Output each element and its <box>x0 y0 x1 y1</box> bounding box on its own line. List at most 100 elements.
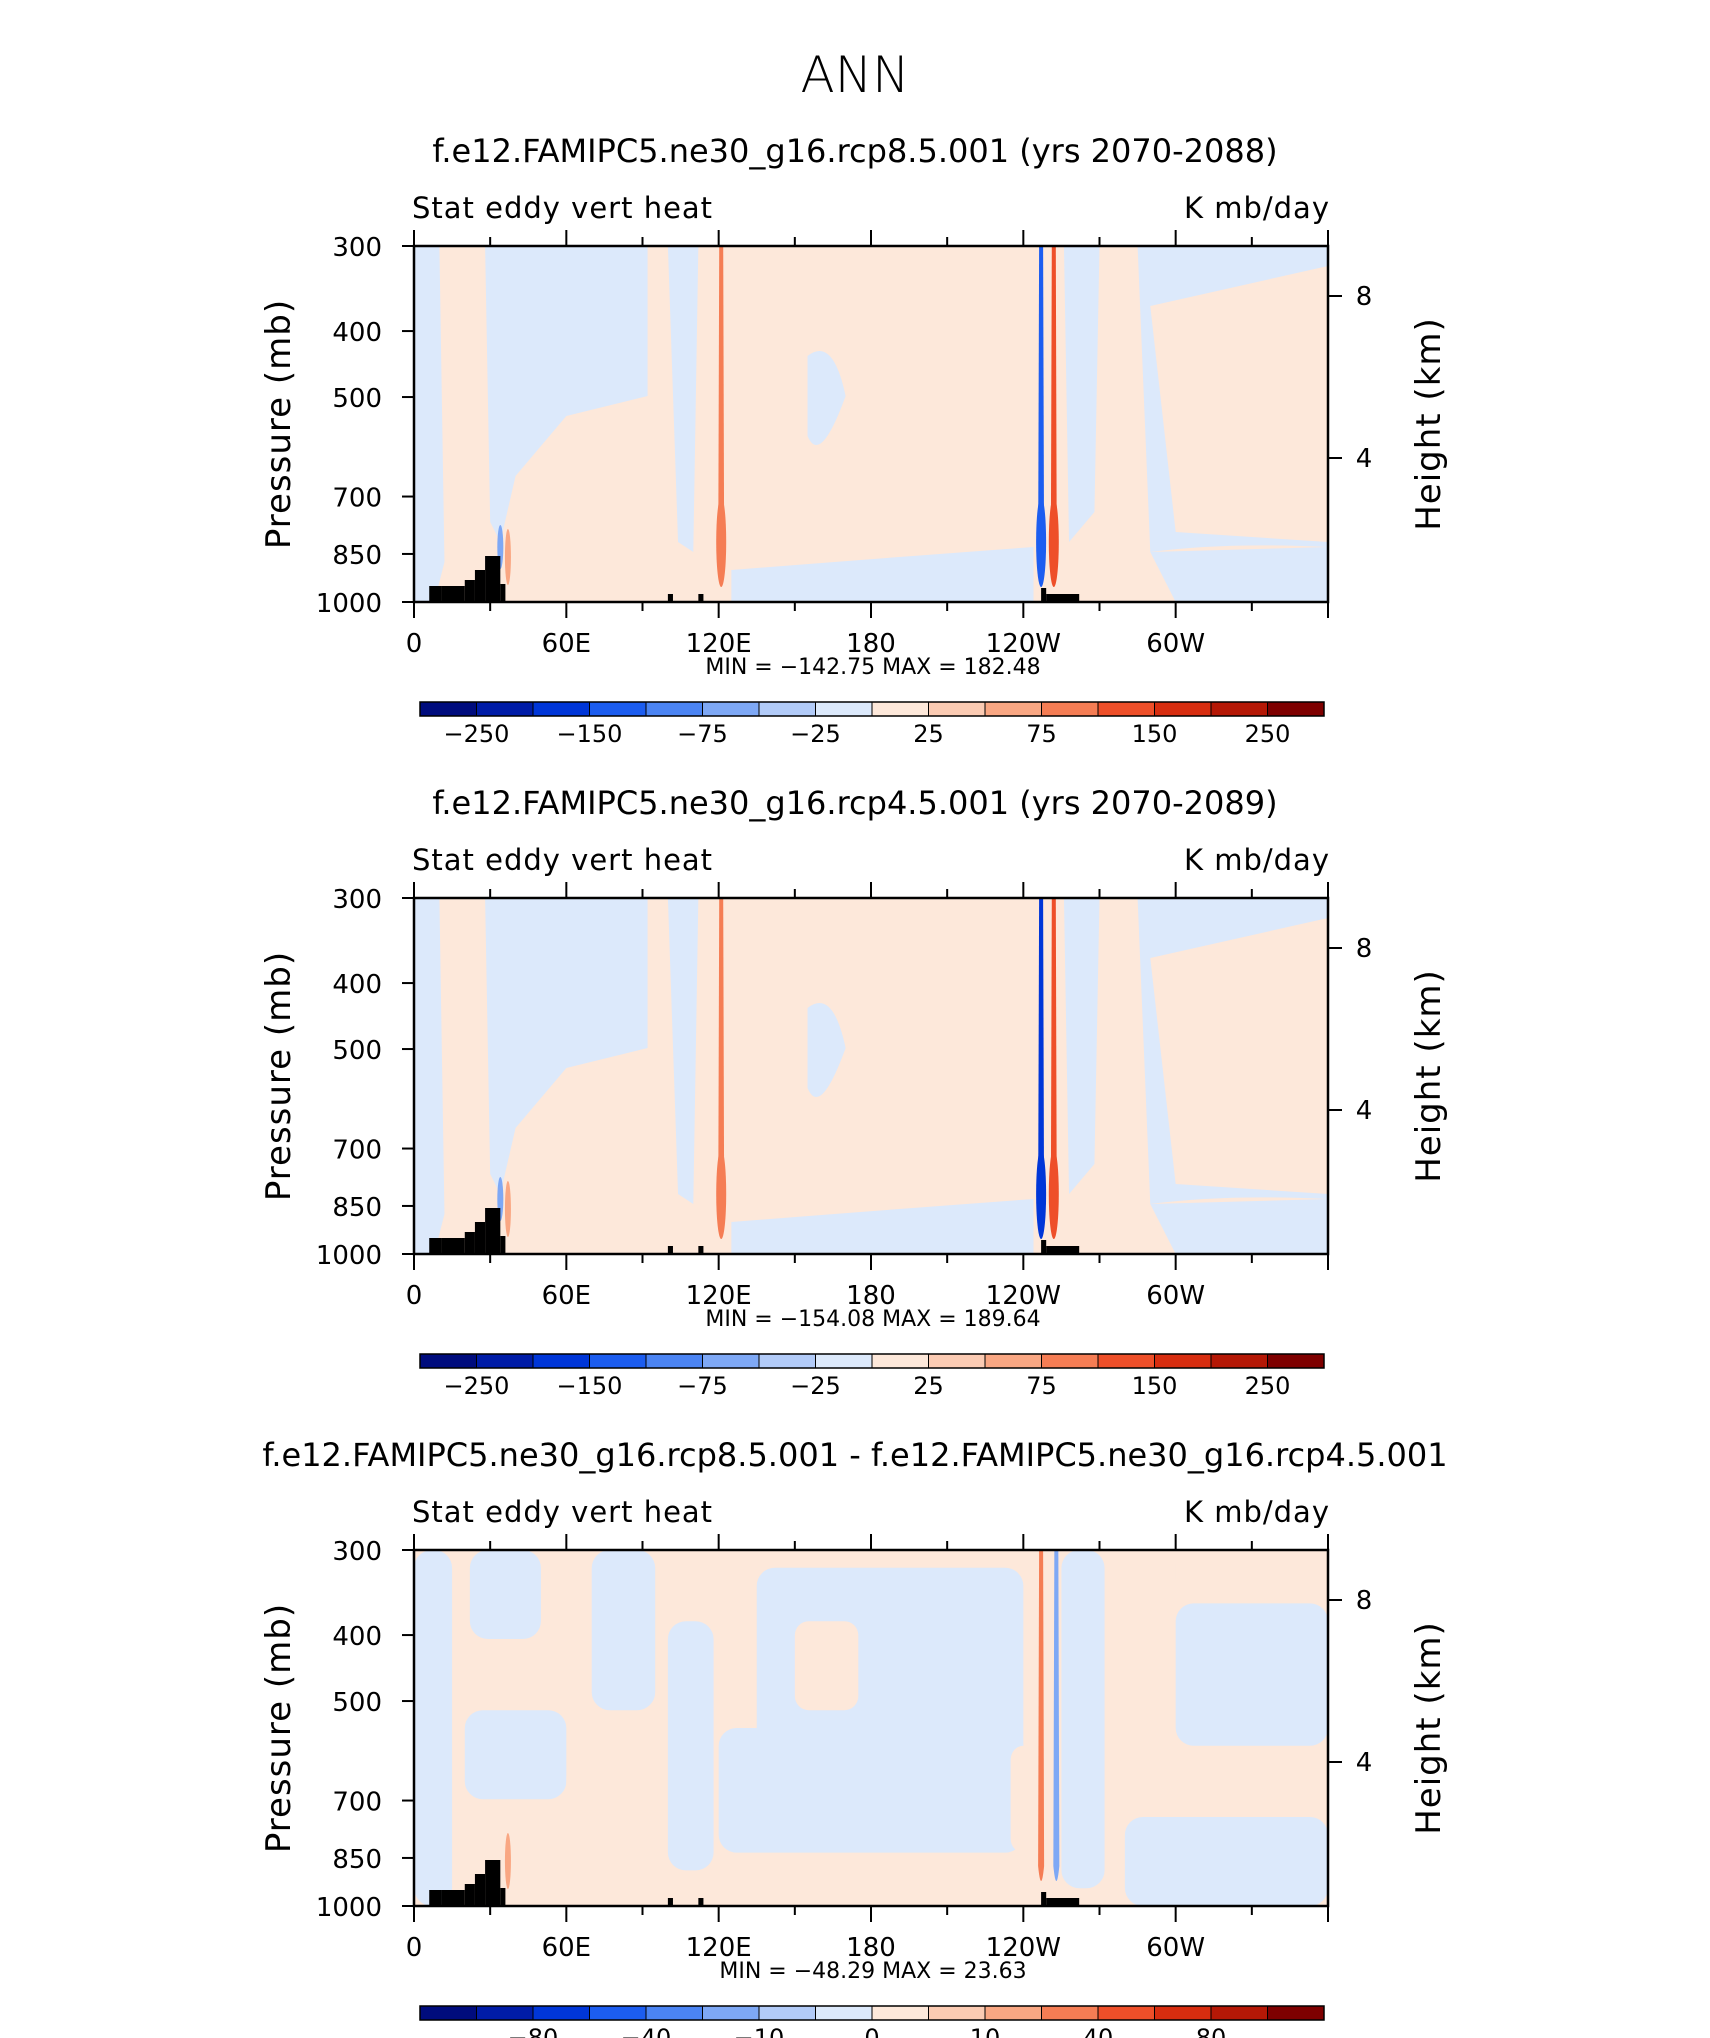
positive-region <box>566 1763 656 1835</box>
x-tick-label: 60E <box>542 629 592 659</box>
y-right-tick-label: 8 <box>1356 282 1373 312</box>
positive-region <box>794 1621 859 1711</box>
negative-region <box>485 898 648 1194</box>
minmax-label: MIN = −154.08 MAX = 189.64 <box>705 1307 1040 1332</box>
negative-region <box>667 246 699 552</box>
colorbar-swatch <box>1154 2005 1212 2021</box>
x-tick-label: 120E <box>686 629 752 659</box>
colorbar-label: −25 <box>790 720 841 748</box>
x-tick-label: 120W <box>986 629 1061 659</box>
land-mask <box>698 1246 704 1254</box>
colorbar-label: −75 <box>677 1372 728 1400</box>
colorbar-frame <box>419 1353 1325 1369</box>
negative-region <box>807 351 846 445</box>
land-mask <box>500 1236 506 1254</box>
colorbar-swatch <box>476 1353 534 1369</box>
y-axis-title: Pressure (mb) <box>259 1603 299 1853</box>
colorbar-label: 75 <box>1026 720 1057 748</box>
contour-band <box>1050 246 1057 577</box>
colorbar-label: 40 <box>1083 2024 1114 2038</box>
x-tick-label: 180 <box>846 1281 896 1311</box>
contour-band <box>1038 246 1045 577</box>
y-tick-label: 700 <box>332 484 382 514</box>
y-tick-label: 700 <box>332 1136 382 1166</box>
contour-core <box>716 1149 727 1239</box>
colorbar-swatch <box>702 2005 760 2021</box>
y-tick-label: 850 <box>332 1845 382 1875</box>
land-mask <box>464 580 475 602</box>
contour-field <box>414 1550 1328 1906</box>
colorbar-swatch <box>1210 2005 1268 2021</box>
x-tick-label: 180 <box>846 1933 896 1963</box>
colorbar-swatch <box>1154 1353 1212 1369</box>
colorbar-label: −250 <box>444 1372 510 1400</box>
y-right-tick-label: 8 <box>1356 934 1373 964</box>
contour-band <box>718 898 725 1229</box>
land-mask <box>698 594 704 602</box>
land-mask <box>464 1232 475 1254</box>
colorbar-swatch <box>645 701 703 717</box>
positive-region <box>1150 918 1328 1194</box>
colorbar-label: 250 <box>1245 1372 1291 1400</box>
negative-region <box>1175 1603 1328 1746</box>
x-tick-label: 120W <box>986 1933 1061 1963</box>
colorbar-frame <box>419 2005 1325 2021</box>
land-mask <box>1041 1240 1047 1254</box>
colorbar-label: −150 <box>557 1372 623 1400</box>
positive-region <box>1175 1550 1328 1593</box>
land-mask <box>485 1208 501 1254</box>
colorbar-swatch <box>871 2005 929 2021</box>
colorbar-swatch <box>758 701 816 717</box>
land-mask <box>500 1888 506 1906</box>
y-axis-title: Pressure (mb) <box>259 299 299 549</box>
colorbar-label: 150 <box>1132 1372 1178 1400</box>
chart-panel-3: f.e12.FAMIPC5.ne30_g16.rcp8.5.001 - f.e1… <box>259 1436 1449 2038</box>
colorbar-swatch <box>928 701 986 717</box>
y-tick-label: 850 <box>332 1193 382 1223</box>
y-right-axis-title: Height (km) <box>1409 1621 1449 1835</box>
colorbar-swatch <box>758 1353 816 1369</box>
negative-region <box>414 1550 453 1906</box>
y-tick-label: 1000 <box>316 1893 382 1923</box>
panel-title: f.e12.FAMIPC5.ne30_g16.rcp4.5.001 (yrs 2… <box>432 784 1277 822</box>
y-tick-label: 500 <box>332 1688 382 1718</box>
colorbar-swatch <box>928 1353 986 1369</box>
land-mask <box>1041 1892 1047 1906</box>
land-mask <box>474 1222 486 1254</box>
x-tick-label: 180 <box>846 629 896 659</box>
colorbar-swatch <box>984 2005 1042 2021</box>
land-mask <box>667 594 673 602</box>
colorbar-label: −40 <box>621 2024 672 2038</box>
colorbar-swatch <box>815 2005 873 2021</box>
y-tick-label: 300 <box>332 885 382 915</box>
colorbar-swatch <box>1097 701 1155 717</box>
colorbar-label: 0 <box>864 2024 879 2038</box>
colorbar-swatch <box>1267 701 1325 717</box>
colorbar-swatch <box>1041 2005 1099 2021</box>
colorbar-swatch <box>1097 2005 1155 2021</box>
y-axis-title: Pressure (mb) <box>259 951 299 1201</box>
y-tick-label: 500 <box>332 1036 382 1066</box>
y-tick-label: 1000 <box>316 589 382 619</box>
negative-region <box>485 246 648 542</box>
colorbar-swatch <box>702 1353 760 1369</box>
colorbar-swatch <box>984 701 1042 717</box>
chart-panel-2: f.e12.FAMIPC5.ne30_g16.rcp4.5.001 (yrs 2… <box>259 784 1449 1400</box>
colorbar-swatch <box>984 1353 1042 1369</box>
colorbar-swatch <box>419 1353 477 1369</box>
x-tick-label: 0 <box>406 1281 423 1311</box>
contour-band <box>1038 1550 1045 1881</box>
contour-field <box>414 246 1328 602</box>
y-tick-label: 1000 <box>316 1241 382 1271</box>
land-mask <box>441 1890 465 1906</box>
colorbar-swatch <box>702 701 760 717</box>
colorbar-swatch <box>419 701 477 717</box>
colorbar-swatch <box>1267 1353 1325 1369</box>
colorbar-swatch <box>476 2005 534 2021</box>
negative-region <box>1150 547 1328 602</box>
contour-band <box>1050 898 1057 1229</box>
contour-core <box>1048 1149 1059 1239</box>
y-right-tick-label: 4 <box>1356 1096 1373 1126</box>
units-label: K mb/day <box>1184 843 1330 877</box>
colorbar-swatch <box>532 701 590 717</box>
